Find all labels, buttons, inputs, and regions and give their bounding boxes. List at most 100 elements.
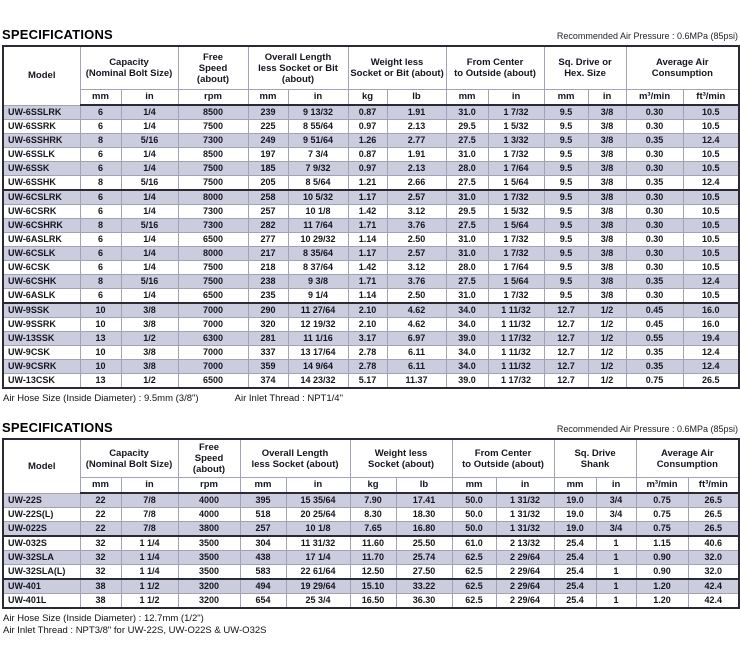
value-cell: 1 1/2 (120, 578, 179, 594)
value-cell: 12.4 (682, 359, 740, 374)
value-cell: 1 31/32 (495, 507, 555, 522)
value-cell: 277 (247, 232, 289, 247)
value-cell: 10 (79, 345, 122, 360)
value-cell: 4000 (177, 492, 241, 508)
unit-header: lb (395, 477, 453, 494)
value-cell: 31.0 (445, 104, 489, 120)
value-cell: 29.5 (445, 204, 489, 219)
unit-header: ft³/min (682, 89, 740, 106)
value-cell: 31.0 (445, 232, 489, 247)
model-cell: UW-9CSRK (2, 359, 81, 374)
value-cell: 10.5 (682, 189, 740, 205)
value-cell: 3/8 (587, 288, 627, 304)
value-cell: 1 (595, 564, 637, 580)
unit-header: in (285, 477, 351, 494)
value-cell: 1 11/32 (487, 302, 545, 318)
value-cell: 1 (595, 535, 637, 551)
value-cell: 11.70 (349, 550, 397, 565)
value-cell: 6 (79, 161, 122, 176)
value-cell: 7500 (177, 175, 249, 191)
table-row: UW-32SLA(L) 32 1 1/4 3500 583 22 61/64 12.50 27… (2, 564, 740, 580)
unit-header: mm (451, 477, 497, 494)
value-cell: 1 7/32 (487, 246, 545, 261)
value-cell: 1/4 (120, 204, 179, 219)
value-cell: 0.35 (625, 133, 684, 148)
model-cell: UW-6SSHRK (2, 133, 81, 148)
value-cell: 1 7/32 (487, 232, 545, 247)
value-cell: 0.75 (635, 507, 689, 522)
value-cell: 25.74 (395, 550, 453, 565)
value-cell: 583 (239, 564, 287, 580)
value-cell: 7300 (177, 204, 249, 219)
value-cell: 1 1/4 (120, 550, 179, 565)
value-cell: 26.5 (687, 492, 740, 508)
value-cell: 61.0 (451, 535, 497, 551)
value-cell: 1 1/2 (120, 593, 179, 609)
value-cell: 1 17/32 (487, 373, 545, 389)
value-cell: 33.22 (395, 578, 453, 594)
air-inlet-note: Air Inlet Thread : NPT1/4" (234, 393, 343, 404)
value-cell: 10.5 (682, 260, 740, 275)
value-cell: 1.15 (635, 535, 689, 551)
value-cell: 31.0 (445, 147, 489, 162)
value-cell: 8 (79, 175, 122, 191)
value-cell: 50.0 (451, 492, 497, 508)
value-cell: 12.4 (682, 345, 740, 360)
value-cell: 3/8 (587, 119, 627, 134)
value-cell: 27.5 (445, 175, 489, 191)
value-cell: 34.0 (445, 345, 489, 360)
unit-header: in (287, 89, 349, 106)
value-cell: 10 (79, 317, 122, 332)
value-cell: 7/8 (120, 521, 179, 537)
value-cell: 4.62 (386, 302, 447, 318)
value-cell: 0.30 (625, 288, 684, 304)
value-cell: 1/2 (587, 345, 627, 360)
value-cell: 218 (247, 260, 289, 275)
value-cell: 12.7 (543, 331, 589, 346)
value-cell: 1/2 (120, 331, 179, 346)
table-row: UW-032S 32 1 1/4 3500 304 11 31/32 11.60 25.50 6… (2, 535, 740, 551)
value-cell: 3800 (177, 521, 241, 537)
value-cell: 9.5 (543, 133, 589, 148)
air-pressure-note: Recommended Air Pressure : 0.6MPa (85psi… (556, 31, 738, 41)
value-cell: 8000 (177, 189, 249, 205)
column-group-header: Average Air Consumption (635, 438, 740, 478)
value-cell: 5.17 (347, 373, 388, 389)
value-cell: 1 (595, 578, 637, 594)
value-cell: 258 (247, 189, 289, 205)
value-cell: 26.5 (687, 507, 740, 522)
air-hose-note: Air Hose Size (Inside Diameter) : 12.7mm… (3, 613, 204, 624)
value-cell: 5/16 (120, 133, 179, 148)
unit-header: in (120, 477, 179, 494)
unit-header: kg (349, 477, 397, 494)
value-cell: 12.50 (349, 564, 397, 580)
value-cell: 25 3/4 (285, 593, 351, 609)
value-cell: 0.30 (625, 119, 684, 134)
value-cell: 518 (239, 507, 287, 522)
value-cell: 1 7/32 (487, 189, 545, 205)
value-cell: 6.97 (386, 331, 447, 346)
value-cell: 16.0 (682, 302, 740, 318)
value-cell: 6 (79, 288, 122, 304)
value-cell: 15 35/64 (285, 492, 351, 508)
value-cell: 1 7/32 (487, 288, 545, 304)
model-cell: UW-9SSRK (2, 317, 81, 332)
value-cell: 3200 (177, 593, 241, 609)
value-cell: 0.30 (625, 189, 684, 205)
value-cell: 6 (79, 147, 122, 162)
unit-header: in (587, 89, 627, 106)
value-cell: 31.0 (445, 189, 489, 205)
value-cell: 6500 (177, 373, 249, 389)
value-cell: 1/2 (120, 373, 179, 389)
value-cell: 16.80 (395, 521, 453, 537)
value-cell: 1/2 (587, 373, 627, 389)
value-cell: 28.0 (445, 260, 489, 275)
value-cell: 27.5 (445, 133, 489, 148)
value-cell: 257 (239, 521, 287, 537)
value-cell: 1 5/64 (487, 274, 545, 289)
value-cell: 1/2 (587, 359, 627, 374)
value-cell: 359 (247, 359, 289, 374)
value-cell: 2.57 (386, 246, 447, 261)
value-cell: 374 (247, 373, 289, 389)
value-cell: 50.0 (451, 507, 497, 522)
